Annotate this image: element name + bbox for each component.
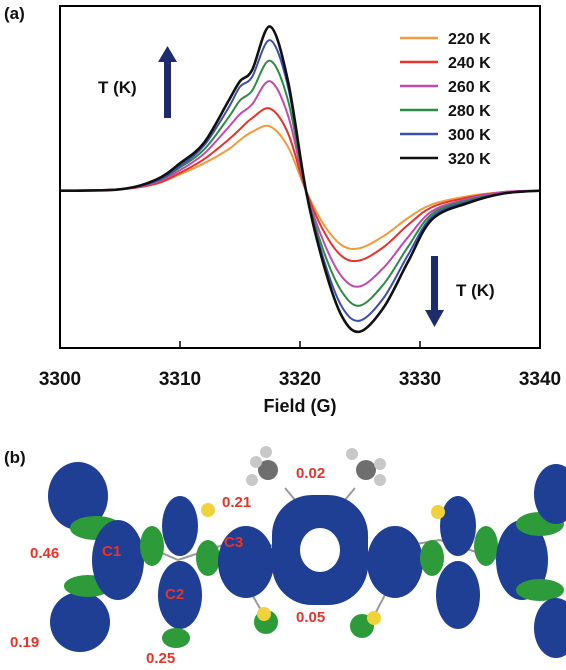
legend-label: 240 K xyxy=(448,55,491,72)
spin-density-image xyxy=(48,446,566,658)
methyl-group-right xyxy=(346,448,386,486)
orbital-lobe-negative xyxy=(420,540,444,576)
sulfur-atom xyxy=(367,611,381,625)
epr-spectrum-chart: 3300 3310 3320 3330 3340 Field (G) 220 K 240 … xyxy=(39,5,561,416)
down-arrow-icon xyxy=(425,310,444,327)
sulfur-atom xyxy=(257,607,271,621)
spin-density-label: 0.05 xyxy=(296,609,326,626)
atom-label-c3: C3 xyxy=(224,534,244,551)
x-tick-label: 3300 xyxy=(39,369,81,390)
t-down-label: T (K) xyxy=(456,281,495,300)
ring-hole xyxy=(300,528,340,572)
methyl-group-left xyxy=(246,446,278,486)
atom-label-c2: C2 xyxy=(165,586,185,603)
panel-a-label: (a) xyxy=(4,4,25,23)
series-line-240k xyxy=(59,107,541,263)
up-arrow-icon xyxy=(158,46,177,62)
panel-b-label: (b) xyxy=(4,448,26,467)
orbital-lobe xyxy=(367,526,423,598)
orbital-lobe-negative xyxy=(474,526,498,566)
orbital-lobe xyxy=(436,561,480,629)
up-arrow-shaft xyxy=(164,62,171,118)
orbital-lobe xyxy=(48,462,108,530)
legend-label: 280 K xyxy=(448,103,491,120)
orbital-lobe xyxy=(50,592,110,652)
t-up-label: T (K) xyxy=(98,78,137,97)
temperature-down-annotation: T (K) xyxy=(425,256,495,327)
orbital-lobe xyxy=(534,598,566,658)
legend-label: 220 K xyxy=(448,31,491,48)
orbital-lobe-negative xyxy=(162,628,190,648)
orbital-lobe-negative xyxy=(196,540,220,576)
x-axis-label: Field (G) xyxy=(264,396,337,416)
legend-label: 260 K xyxy=(448,79,491,96)
spin-density-label: 0.25 xyxy=(146,650,176,667)
orbital-lobe-negative xyxy=(516,579,564,601)
legend-label: 300 K xyxy=(448,127,491,144)
x-tick-label: 3340 xyxy=(519,369,561,390)
series-line-280k xyxy=(59,59,541,307)
series-line-220k xyxy=(59,124,541,250)
spin-density-label: 0.46 xyxy=(30,545,60,562)
x-tick-label: 3330 xyxy=(399,369,441,390)
series-line-260k xyxy=(59,80,541,288)
orbital-lobe xyxy=(92,520,144,600)
series-line-320k xyxy=(59,25,541,334)
legend-label: 320 K xyxy=(448,151,491,168)
orbital-lobe xyxy=(158,561,202,629)
x-axis-ticks: 3300 3310 3320 3330 3340 xyxy=(39,341,561,390)
sulfur-atom xyxy=(201,503,215,517)
x-tick-label: 3310 xyxy=(159,369,201,390)
spin-density-label: 0.19 xyxy=(10,634,40,651)
orbital-lobe xyxy=(440,496,476,556)
down-arrow-shaft xyxy=(431,256,438,312)
spin-density-label: 0.21 xyxy=(222,494,252,511)
orbital-lobe xyxy=(534,464,566,524)
orbital-lobe-negative xyxy=(140,526,164,566)
spin-density-label: 0.02 xyxy=(296,465,326,482)
orbital-lobe xyxy=(162,496,198,556)
atom-label-c1: C1 xyxy=(102,543,122,560)
temperature-up-annotation: T (K) xyxy=(98,46,177,118)
series-layer xyxy=(59,25,541,334)
x-tick-label: 3320 xyxy=(279,369,321,390)
legend: 220 K 240 K 260 K 280 K 300 K 320 K xyxy=(400,31,491,168)
orbital-lobe xyxy=(218,526,274,598)
sulfur-atom xyxy=(431,505,445,519)
